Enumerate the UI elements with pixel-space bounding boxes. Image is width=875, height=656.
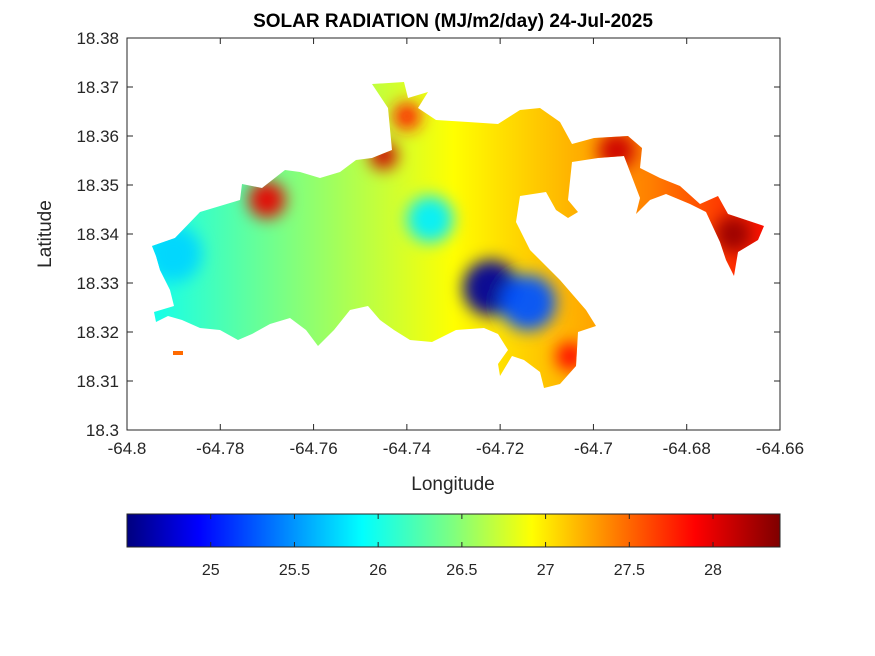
colorbar-tick-label: 28 <box>704 562 722 579</box>
chart-title: SOLAR RADIATION (MJ/m2/day) 24-Jul-2025 <box>253 11 653 32</box>
y-axis-label: Latitude <box>35 200 56 268</box>
x-axis: -64.8 -64.78 -64.76 -64.74 -64.72 -64.7 -64.68… <box>108 38 804 458</box>
x-tick-label: -64.66 <box>756 439 804 458</box>
x-tick-label: -64.8 <box>108 439 147 458</box>
x-tick-label: -64.68 <box>663 439 711 458</box>
colorbar <box>126 513 781 548</box>
colorbar-tick-label: 27.5 <box>614 562 645 579</box>
heat-blob <box>248 181 286 219</box>
colorbar-tick-label: 27 <box>537 562 555 579</box>
y-tick-label: 18.37 <box>76 78 119 97</box>
colorbar-tick-label: 25.5 <box>279 562 310 579</box>
y-tick-label: 18.3 <box>86 421 119 440</box>
y-tick-label: 18.35 <box>76 176 119 195</box>
colorbar-ticks: 25 25.5 26 26.5 27 27.5 28 <box>202 514 722 579</box>
heat-blob <box>392 102 421 131</box>
islet <box>173 351 183 355</box>
heat-blob <box>500 274 557 331</box>
y-axis: 18.3 18.31 18.32 18.33 18.34 18.35 18.36 18.37 1… <box>76 29 780 440</box>
heat-blob <box>406 195 454 243</box>
y-tick-label: 18.34 <box>76 225 119 244</box>
y-tick-label: 18.33 <box>76 274 119 293</box>
x-axis-label: Longitude <box>411 474 494 495</box>
colorbar-tick-label: 26 <box>369 562 387 579</box>
x-tick-label: -64.76 <box>289 439 337 458</box>
x-tick-label: -64.72 <box>476 439 524 458</box>
colorbar-tick-label: 25 <box>202 562 220 579</box>
colorbar-tick-label: 26.5 <box>446 562 477 579</box>
y-tick-label: 18.31 <box>76 372 119 391</box>
x-tick-label: -64.74 <box>383 439 431 458</box>
y-tick-label: 18.32 <box>76 323 119 342</box>
x-tick-label: -64.78 <box>196 439 244 458</box>
heat-blob <box>714 215 753 253</box>
x-tick-label: -64.7 <box>574 439 613 458</box>
y-tick-label: 18.36 <box>76 127 119 146</box>
y-tick-label: 18.38 <box>76 29 119 48</box>
